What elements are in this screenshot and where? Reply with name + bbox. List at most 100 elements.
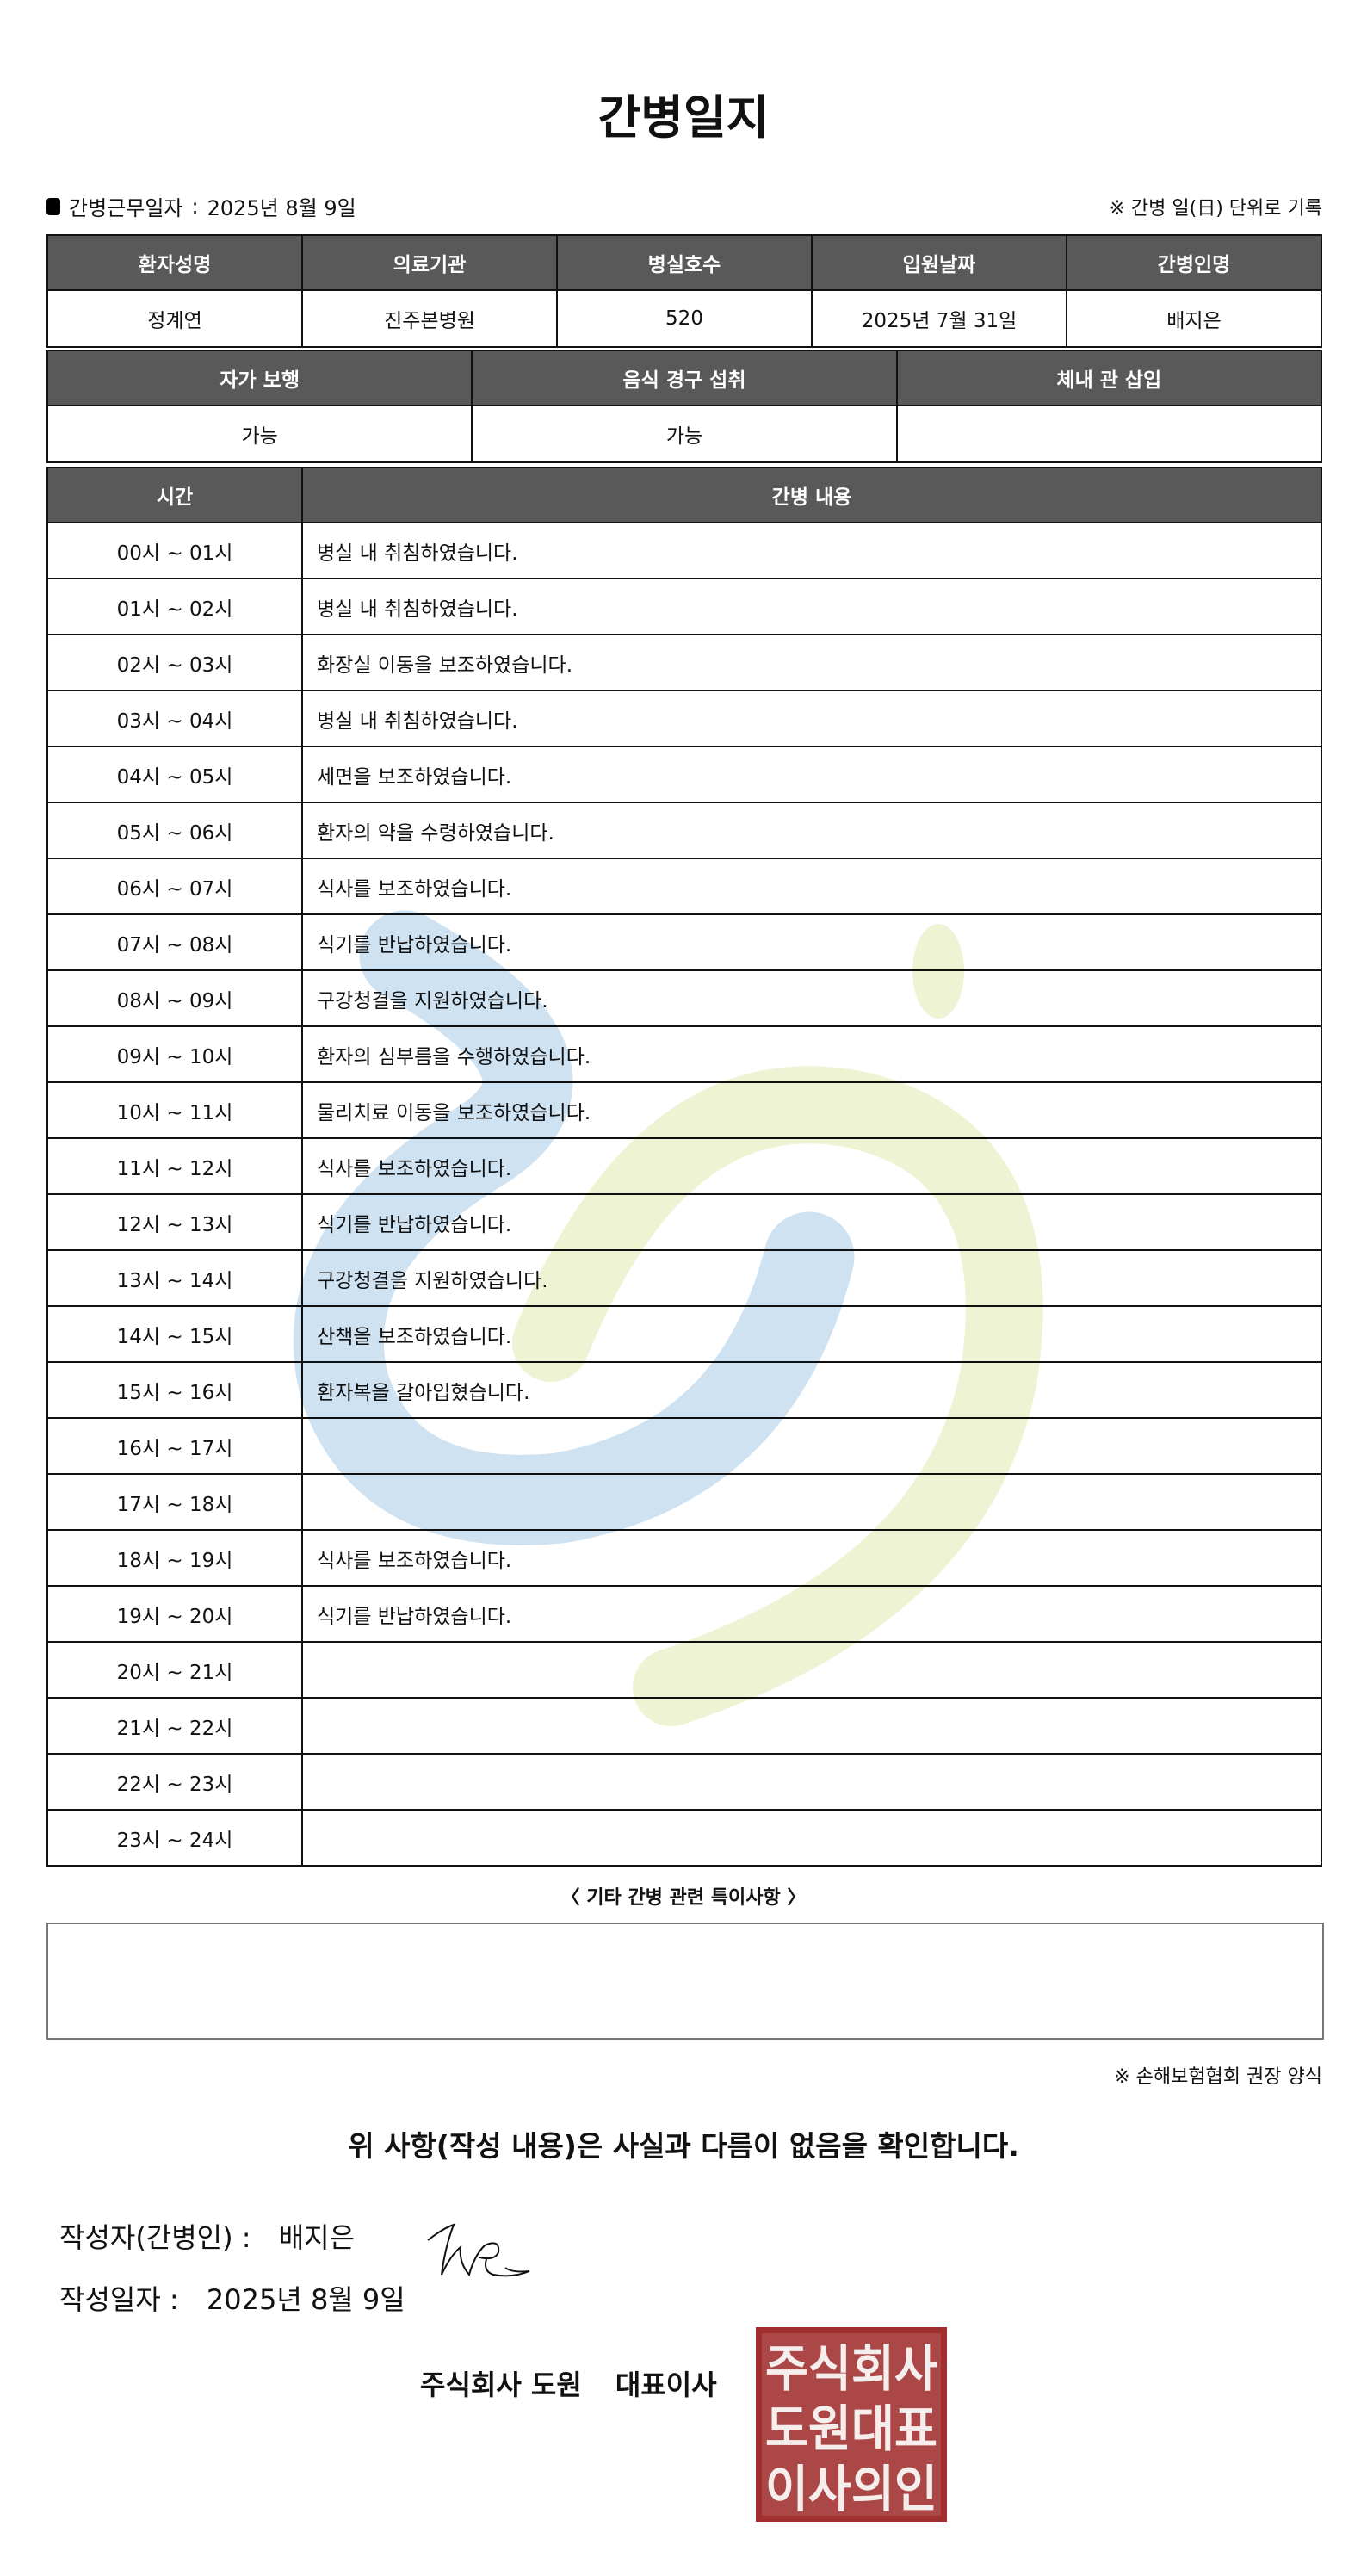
care-content: 구강청결을 지원하였습니다. xyxy=(301,969,1322,1027)
svg-text:이사의인: 이사의인 xyxy=(765,2460,937,2518)
time-slot: 00시 ~ 01시 xyxy=(46,522,303,579)
care-content: 병실 내 취침하였습니다. xyxy=(301,690,1322,747)
time-slot: 10시 ~ 11시 xyxy=(46,1081,303,1139)
care-content: 식사를 보조하였습니다. xyxy=(301,1137,1322,1195)
table-row: 20시 ~ 21시 xyxy=(46,1641,1322,1699)
time-slot: 19시 ~ 20시 xyxy=(46,1585,303,1643)
time-slot: 14시 ~ 15시 xyxy=(46,1305,303,1363)
care-content: 병실 내 취침하였습니다. xyxy=(301,522,1322,579)
signature xyxy=(427,2223,530,2277)
care-content: 환자의 심부름을 수행하였습니다. xyxy=(301,1025,1322,1083)
header-time: 시간 xyxy=(46,467,303,523)
time-slot: 20시 ~ 21시 xyxy=(46,1641,303,1699)
patient-table: 환자성명 의료기관 병실호수 입원날짜 간병인명 정계연 진주본병원 520 2… xyxy=(46,234,1322,348)
representative-title: 대표이사 xyxy=(615,2369,717,2401)
table-row: 18시 ~ 19시 식사를 보조하였습니다. xyxy=(46,1529,1322,1587)
time-slot: 02시 ~ 03시 xyxy=(46,634,303,691)
room-number: 520 xyxy=(556,289,813,348)
bullet-icon xyxy=(46,197,60,215)
daily-note: ※ 간병 일(日) 단위로 기록 xyxy=(1109,198,1323,220)
care-content xyxy=(301,1641,1322,1699)
company-signature: 주식회사 도원 대표이사 xyxy=(420,2363,717,2403)
walking-value: 가능 xyxy=(46,405,473,463)
time-slot: 13시 ~ 14시 xyxy=(46,1249,303,1307)
form-source-note: ※ 손해보험협회 권장 양식 xyxy=(1114,2066,1322,2088)
table-row: 14시 ~ 15시 산책을 보조하였습니다. xyxy=(46,1305,1322,1363)
confirmation-statement: 위 사항(작성 내용)은 사실과 다름이 없음을 확인합니다. xyxy=(348,2129,1019,2163)
time-slot: 17시 ~ 18시 xyxy=(46,1473,303,1531)
header-caregiver: 간병인명 xyxy=(1066,234,1322,291)
time-slot: 07시 ~ 08시 xyxy=(46,913,303,971)
table-row: 13시 ~ 14시 구강청결을 지원하였습니다. xyxy=(46,1249,1322,1307)
work-date-label: 간병근무일자 xyxy=(69,196,183,220)
time-slot: 18시 ~ 19시 xyxy=(46,1529,303,1587)
header-room: 병실호수 xyxy=(556,234,813,291)
table-row: 23시 ~ 24시 xyxy=(46,1809,1322,1867)
institution: 진주본병원 xyxy=(301,289,558,348)
header-patient-name: 환자성명 xyxy=(46,234,303,291)
time-slot: 06시 ~ 07시 xyxy=(46,858,303,915)
header-oral-intake: 음식 경구 섭취 xyxy=(471,350,898,406)
table-row: 09시 ~ 10시 환자의 심부름을 수행하였습니다. xyxy=(46,1025,1322,1083)
care-content: 산책을 보조하였습니다. xyxy=(301,1305,1322,1363)
header-content: 간병 내용 xyxy=(301,467,1322,523)
header-admission-date: 입원날짜 xyxy=(811,234,1067,291)
time-slot: 16시 ~ 17시 xyxy=(46,1417,303,1475)
care-content: 식기를 반납하였습니다. xyxy=(301,1193,1322,1251)
care-content: 세면을 보조하였습니다. xyxy=(301,746,1322,803)
care-content xyxy=(301,1417,1322,1475)
table-row: 16시 ~ 17시 xyxy=(46,1417,1322,1475)
status-table: 자가 보행 음식 경구 섭취 체내 관 삽입 가능 가능 xyxy=(46,350,1323,463)
table-row: 08시 ~ 09시 구강청결을 지원하였습니다. xyxy=(46,969,1322,1027)
tube-value xyxy=(895,405,1323,463)
caregiver-name: 배지은 xyxy=(1066,289,1322,348)
write-date-label: 작성일자 : xyxy=(59,2283,179,2316)
table-row: 19시 ~ 20시 식기를 반납하였습니다. xyxy=(46,1585,1322,1643)
work-date-value: 2025년 8월 9일 xyxy=(207,196,356,220)
writer-name: 배지은 xyxy=(278,2221,356,2254)
svg-text:주식회사: 주식회사 xyxy=(765,2339,937,2398)
care-content: 식사를 보조하였습니다. xyxy=(301,1529,1322,1587)
time-slot: 23시 ~ 24시 xyxy=(46,1809,303,1867)
table-row: 22시 ~ 23시 xyxy=(46,1753,1322,1811)
care-content: 환자의 약을 수령하였습니다. xyxy=(301,802,1322,859)
company-seal: 주식회사 도원대표 이사의인 xyxy=(756,2327,947,2522)
svg-text:도원대표: 도원대표 xyxy=(765,2400,937,2458)
table-row: 04시 ~ 05시 세면을 보조하였습니다. xyxy=(46,746,1322,803)
admission-date: 2025년 7월 31일 xyxy=(811,289,1067,348)
patient-name: 정계연 xyxy=(46,289,303,348)
writer-label: 작성자(간병인) : xyxy=(59,2221,251,2254)
table-row: 11시 ~ 12시 식사를 보조하였습니다. xyxy=(46,1137,1322,1195)
table-row: 21시 ~ 22시 xyxy=(46,1697,1322,1755)
table-row: 15시 ~ 16시 환자복을 갈아입혔습니다. xyxy=(46,1361,1322,1419)
time-slot: 05시 ~ 06시 xyxy=(46,802,303,859)
time-slot: 12시 ~ 13시 xyxy=(46,1193,303,1251)
header-institution: 의료기관 xyxy=(301,234,558,291)
care-content: 식기를 반납하였습니다. xyxy=(301,1585,1322,1643)
table-row: 17시 ~ 18시 xyxy=(46,1473,1322,1531)
time-slot: 21시 ~ 22시 xyxy=(46,1697,303,1755)
remarks-box xyxy=(46,1923,1324,2040)
writer-line: 작성자(간병인) : 배지은 xyxy=(59,2216,355,2256)
company-name: 주식회사 도원 xyxy=(420,2369,582,2401)
page-title: 간병일지 xyxy=(597,90,770,145)
care-content: 식기를 반납하였습니다. xyxy=(301,913,1322,971)
care-log-table: 시간 간병 내용 00시 ~ 01시 병실 내 취침하였습니다. 01시 ~ 02시… xyxy=(46,467,1322,1867)
colon: : xyxy=(191,194,199,219)
remarks-heading: 〈 기타 간병 관련 특이사항 〉 xyxy=(560,1887,807,1909)
table-row: 00시 ~ 01시 병실 내 취침하였습니다. xyxy=(46,522,1322,579)
work-date: 간병근무일자 : 2025년 8월 9일 xyxy=(46,191,356,221)
header-walking: 자가 보행 xyxy=(46,350,473,406)
time-slot: 08시 ~ 09시 xyxy=(46,969,303,1027)
time-slot: 03시 ~ 04시 xyxy=(46,690,303,747)
time-slot: 11시 ~ 12시 xyxy=(46,1137,303,1195)
table-row: 01시 ~ 02시 병실 내 취침하였습니다. xyxy=(46,578,1322,635)
care-content xyxy=(301,1473,1322,1531)
care-content xyxy=(301,1753,1322,1811)
table-row: 02시 ~ 03시 화장실 이동을 보조하였습니다. xyxy=(46,634,1322,691)
care-content: 환자복을 갈아입혔습니다. xyxy=(301,1361,1322,1419)
care-content xyxy=(301,1697,1322,1755)
write-date: 2025년 8월 9일 xyxy=(206,2283,405,2316)
table-row: 03시 ~ 04시 병실 내 취침하였습니다. xyxy=(46,690,1322,747)
table-row: 05시 ~ 06시 환자의 약을 수령하였습니다. xyxy=(46,802,1322,859)
